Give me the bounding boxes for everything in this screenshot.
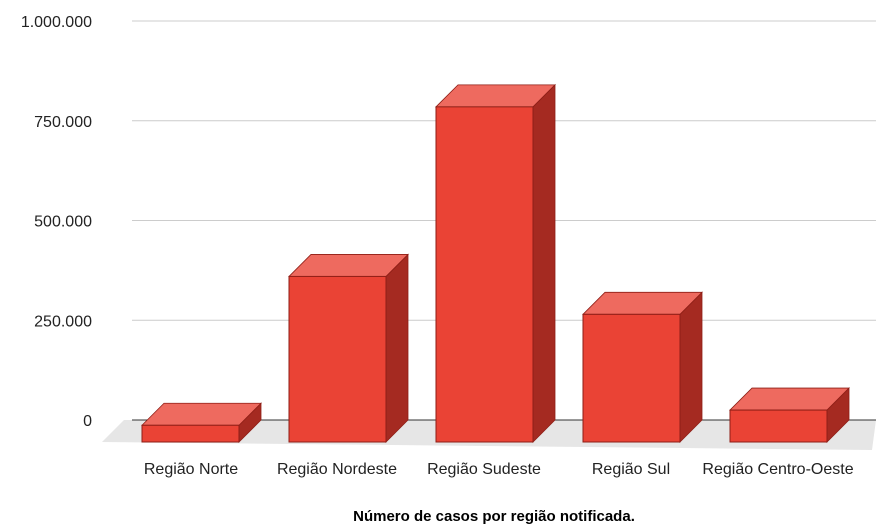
- bar-front-face: [141, 424, 240, 443]
- bars: [141, 83, 850, 443]
- y-tick-label: 0: [83, 413, 92, 430]
- bar: [435, 83, 556, 443]
- bar: [729, 387, 850, 443]
- x-category-label: Região Norte: [144, 461, 238, 478]
- bar-side-face: [532, 83, 556, 443]
- bar-front-face: [582, 313, 681, 443]
- y-tick-label: 500.000: [34, 214, 92, 231]
- bar-front-face: [435, 106, 534, 443]
- x-category-label: Região Centro-Oeste: [702, 461, 853, 478]
- y-tick-label: 750.000: [34, 114, 92, 131]
- x-category-label: Região Sul: [592, 461, 670, 478]
- chart-title: Número de casos por região notificada.: [353, 508, 635, 525]
- y-tick-label: 250.000: [34, 313, 92, 330]
- x-axis-labels: Região Norte Região Nordeste Região Sudest…: [144, 461, 854, 478]
- bar-front-face: [729, 409, 828, 443]
- y-tick-label: 1.000.000: [21, 14, 92, 31]
- x-category-label: Região Sudeste: [427, 461, 541, 478]
- y-axis-ticks: 0 250.000 500.000 750.000 1.000.000: [21, 14, 92, 430]
- bar-front-face: [288, 275, 387, 443]
- bar-side-face: [385, 253, 409, 443]
- bar-side-face: [679, 291, 703, 443]
- x-category-label: Região Nordeste: [277, 461, 397, 478]
- bar: [141, 402, 262, 443]
- bar: [582, 291, 703, 443]
- bar: [288, 253, 409, 443]
